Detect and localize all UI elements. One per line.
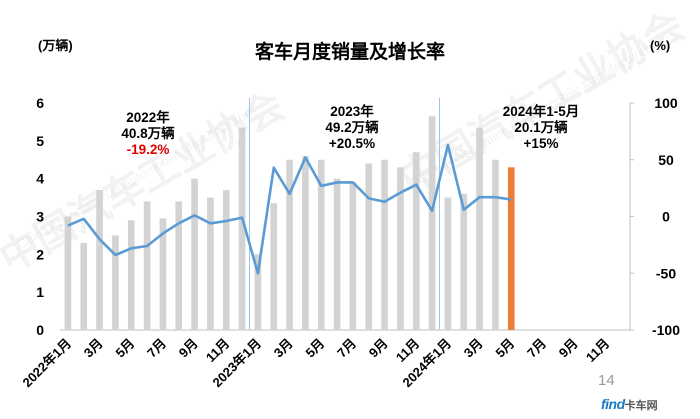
- bar: [444, 197, 452, 330]
- x-tick-label: 7月: [144, 336, 169, 361]
- bar: [317, 159, 325, 330]
- annotation-line: 40.8万辆: [121, 125, 175, 141]
- bar: [302, 155, 309, 330]
- bar: [492, 159, 499, 330]
- x-tick-label: 5月: [112, 336, 137, 361]
- annotation-line: +20.5%: [329, 136, 375, 151]
- annotation-line: +15%: [524, 136, 559, 151]
- right-tick-label: 100: [654, 95, 678, 111]
- right-tick-label: 50: [658, 152, 674, 168]
- left-tick-label: 5: [36, 133, 44, 149]
- bar: [127, 220, 135, 330]
- bar: [222, 190, 230, 330]
- annotation-line: 2023年: [330, 103, 374, 119]
- left-tick-label: 0: [36, 322, 44, 338]
- left-axis-unit: (万辆): [38, 38, 73, 53]
- annotation-line: 49.2万辆: [325, 119, 379, 135]
- left-tick-label: 3: [36, 209, 44, 225]
- bar: [270, 203, 278, 330]
- bar: [254, 254, 262, 330]
- x-tick-label: 9月: [176, 336, 201, 361]
- bar-highlight: [507, 167, 515, 330]
- bar: [412, 152, 420, 330]
- left-tick-label: 6: [36, 95, 44, 111]
- bar: [112, 235, 119, 330]
- bar: [191, 178, 198, 330]
- bar: [159, 218, 167, 330]
- x-tick-label: 7月: [334, 336, 359, 361]
- bar: [349, 182, 357, 330]
- site-logo-cn: 卡车网: [624, 400, 658, 412]
- x-tick-label: 5月: [302, 336, 327, 361]
- bar: [365, 163, 373, 330]
- x-tick-label: 9月: [366, 336, 391, 361]
- bar: [381, 159, 388, 330]
- x-tick-label: 11月: [583, 336, 613, 366]
- x-tick-label: 5月: [492, 336, 517, 361]
- left-tick-label: 1: [36, 284, 44, 300]
- bar: [175, 201, 183, 330]
- right-axis-unit: (%): [650, 38, 670, 53]
- x-tick-label: 3月: [81, 336, 106, 361]
- chart-title: 客车月度销量及增长率: [255, 40, 445, 63]
- bar: [64, 216, 72, 330]
- bar: [80, 242, 88, 330]
- bar: [428, 116, 436, 330]
- bar: [96, 190, 103, 330]
- bar: [476, 127, 483, 330]
- right-tick-label: -50: [656, 265, 676, 281]
- right-tick-label: 0: [662, 209, 670, 225]
- left-tick-label: 4: [36, 171, 44, 187]
- annotation-line: 20.1万辆: [514, 119, 568, 135]
- bar: [460, 193, 468, 330]
- bar: [238, 127, 246, 330]
- x-tick-label: 3月: [461, 336, 486, 361]
- annotation-line: -19.2%: [127, 142, 170, 157]
- x-tick-label: 2022年1月: [19, 336, 74, 391]
- x-tick-label: 3月: [271, 336, 296, 361]
- bar: [397, 167, 404, 330]
- bar: [286, 159, 293, 330]
- right-tick-label: -100: [652, 322, 680, 338]
- left-tick-label: 2: [36, 246, 44, 262]
- site-logo: find卡车网: [601, 396, 658, 413]
- annotation-line: 2024年1-5月: [503, 103, 580, 119]
- x-tick-label: 9月: [556, 336, 581, 361]
- bar: [333, 178, 341, 330]
- x-tick-label: 7月: [524, 336, 549, 361]
- bar: [143, 201, 151, 330]
- site-logo-en: find: [601, 396, 625, 412]
- page-number: 14: [598, 372, 615, 389]
- annotation-line: 2022年: [126, 109, 170, 125]
- bar: [207, 197, 214, 330]
